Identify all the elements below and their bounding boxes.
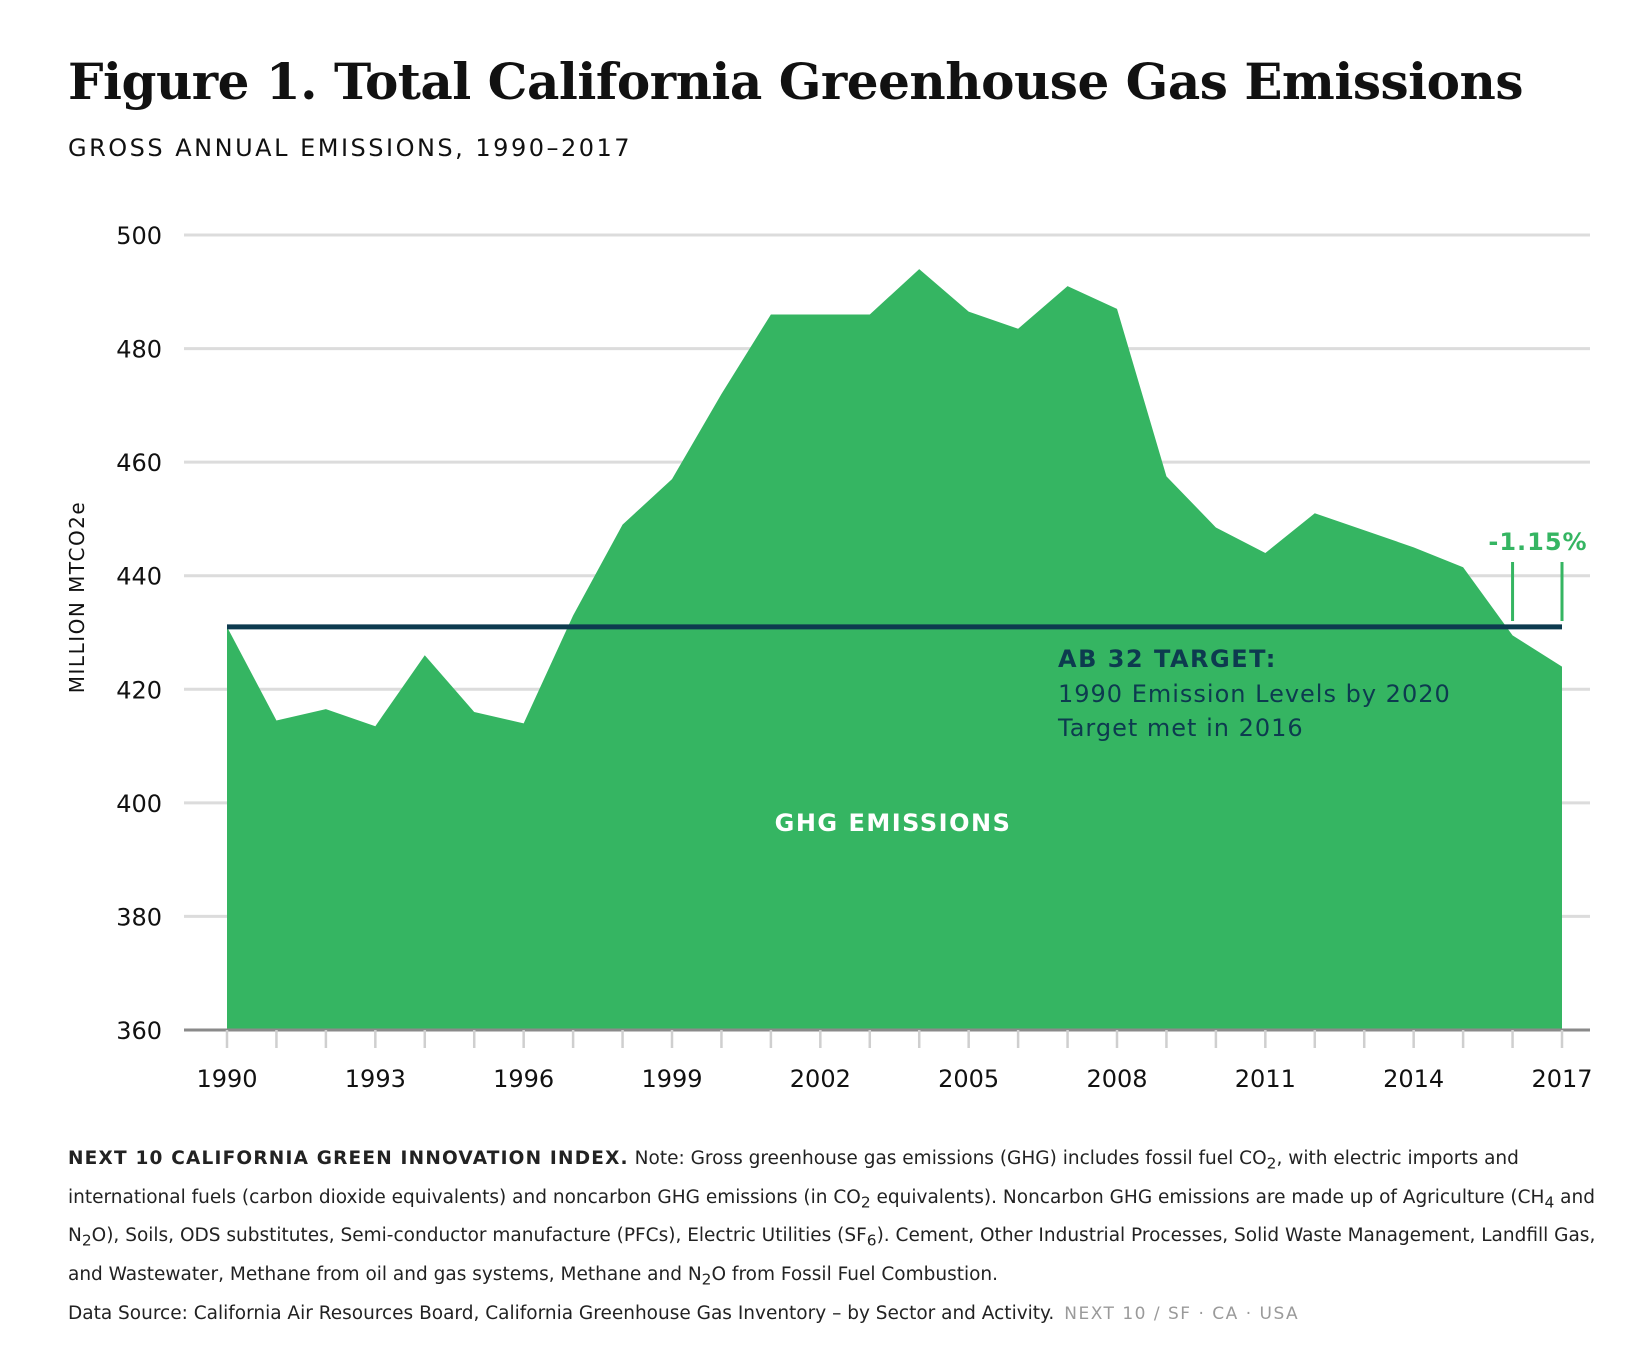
footer-note-7: O from Fossil Fuel Combustion. <box>711 1264 999 1286</box>
y-tick-label-380: 380 <box>116 903 162 931</box>
footer-note-5: O), Soils, ODS substitutes, Semi-conduct… <box>91 1225 867 1247</box>
footer-note-2: , with electric imports and internationa… <box>68 1148 1519 1208</box>
emissions-area <box>227 269 1562 1031</box>
change-label: -1.15% <box>1488 528 1587 556</box>
y-tick-label-360: 360 <box>116 1017 162 1045</box>
x-tick-label-2017: 2017 <box>1531 1065 1592 1093</box>
x-tick-label-2011: 2011 <box>1235 1065 1296 1093</box>
target-label-line2: Target met in 2016 <box>1057 714 1304 742</box>
footer-sub-5: 6 <box>866 1232 877 1251</box>
footer-note-6: ). Cement, Other Industrial Processes, S… <box>68 1225 1596 1286</box>
footer-note-1: Note: Gross greenhouse gas emissions (GH… <box>628 1148 1267 1169</box>
series-label-ghg: GHG EMISSIONS <box>775 809 1012 837</box>
footer-sub-4: 2 <box>81 1232 92 1251</box>
y-tick-label-460: 460 <box>116 449 162 477</box>
x-tick-label-2002: 2002 <box>790 1065 851 1093</box>
x-tick-label-1999: 1999 <box>641 1065 702 1093</box>
x-tick-label-1990: 1990 <box>196 1065 257 1093</box>
footer-source: Data Source: California Air Resources Bo… <box>68 1302 1055 1324</box>
y-tick-label-440: 440 <box>116 563 162 591</box>
y-axis-label: MILLION MTCO2e <box>65 501 89 693</box>
x-tick-label-2014: 2014 <box>1383 1065 1444 1093</box>
y-tick-label-420: 420 <box>116 676 162 704</box>
footer-note: NEXT 10 CALIFORNIA GREEN INNOVATION INDE… <box>68 1142 1628 1331</box>
footer-sub-1: 2 <box>1266 1154 1277 1173</box>
footer-note-4: and N <box>68 1186 1595 1247</box>
chart-subtitle: GROSS ANNUAL EMISSIONS, 1990–2017 <box>68 134 633 162</box>
y-tick-label-480: 480 <box>116 336 162 364</box>
footer-sub-6: 2 <box>701 1270 712 1289</box>
chart-title: Figure 1. Total California Greenhouse Ga… <box>68 52 1523 111</box>
y-tick-label-400: 400 <box>116 790 162 818</box>
x-tick-label-2008: 2008 <box>1086 1065 1147 1093</box>
footer-note-3: equivalents). Noncarbon GHG emissions ar… <box>870 1186 1545 1208</box>
x-tick-label-2005: 2005 <box>938 1065 999 1093</box>
x-tick-label-1993: 1993 <box>345 1065 406 1093</box>
footer-sub-3: 4 <box>1544 1193 1555 1212</box>
emissions-area-chart: 360 380 400 420 440 460 480 500 1990 1993 1996 1999… <box>65 222 1593 1093</box>
target-label-title: AB 32 TARGET: <box>1058 645 1277 673</box>
x-tick-label-1996: 1996 <box>493 1065 554 1093</box>
footer-sub-2: 2 <box>860 1193 871 1212</box>
footer-lead: NEXT 10 CALIFORNIA GREEN INNOVATION INDE… <box>68 1148 629 1169</box>
target-label-line1: 1990 Emission Levels by 2020 <box>1058 680 1451 708</box>
y-tick-label-500: 500 <box>116 222 162 250</box>
footer-brand: NEXT 10 / SF · CA · USA <box>1064 1303 1300 1324</box>
